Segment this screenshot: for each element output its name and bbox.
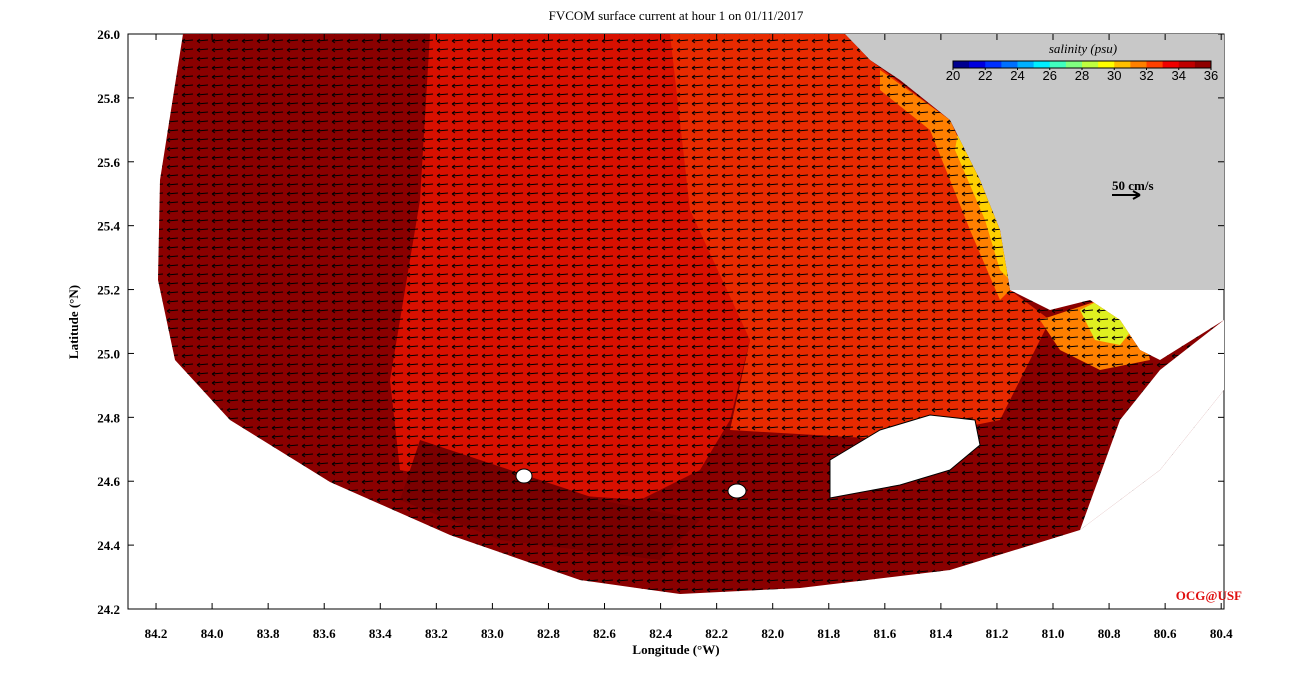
x-axis-label: Longitude (°W) [632,642,719,657]
colorbar-tick-label: 26 [1043,68,1057,83]
x-tick-label: 82.0 [761,626,784,641]
x-tick-label: 81.0 [1042,626,1065,641]
island [515,468,533,484]
colorbar-tick-label: 28 [1075,68,1089,83]
y-tick-label: 25.4 [97,219,120,234]
x-tick-label: 82.2 [705,626,728,641]
colorbar-tick-label: 34 [1172,68,1186,83]
colorbar-swatch [1001,61,1018,68]
colorbar-label: salinity (psu) [1049,41,1117,56]
y-tick-label: 26.0 [97,27,120,42]
colorbar-swatch [1017,61,1035,68]
x-tick-label: 81.4 [930,626,953,641]
colorbar-swatch [969,61,986,68]
x-tick-label: 83.4 [369,626,392,641]
land [1080,320,1224,530]
x-tick-label: 82.8 [537,626,560,641]
x-tick-label: 83.6 [313,626,336,641]
colorbar-tick-label: 30 [1107,68,1121,83]
chart-title: FVCOM surface current at hour 1 on 01/11… [549,8,804,23]
colorbar-tick-label: 24 [1010,68,1024,83]
x-tick-label: 83.0 [481,626,504,641]
x-tick-label: 84.0 [201,626,224,641]
y-axis-label: Latitude (°N) [66,285,81,359]
credit: OCG@USF [1176,588,1242,603]
colorbar-swatch [1162,61,1180,68]
x-tick-label: 80.4 [1210,626,1233,641]
x-tick-label: 82.6 [593,626,616,641]
x-tick-label: 83.8 [257,626,280,641]
x-tick-label: 80.6 [1154,626,1177,641]
colorbar-swatch [1082,61,1099,68]
x-tick-label: 81.2 [986,626,1009,641]
colorbar-swatch [1194,61,1212,68]
y-tick-label: 25.2 [97,283,120,298]
colorbar-tick-label: 20 [946,68,960,83]
colorbar-swatch [1146,61,1164,68]
y-tick-label: 24.6 [97,474,120,489]
y-tick-label: 24.4 [97,538,120,553]
island [829,414,981,499]
colorbar-swatch [1178,61,1196,68]
colorbar-swatch [985,61,1002,68]
y-tick-label: 25.8 [97,91,120,106]
x-tick-label: 81.8 [817,626,840,641]
colorbar-tick-label: 22 [978,68,992,83]
y-tick-label: 24.2 [97,602,120,617]
colorbar-swatch [1130,61,1147,68]
x-tick-label: 84.2 [145,626,168,641]
x-tick-label: 83.2 [425,626,448,641]
y-tick-label: 25.0 [97,346,120,361]
scale-label: 50 cm/s [1112,178,1154,193]
colorbar-swatch [1033,61,1051,68]
colorbar-tick-label: 36 [1204,68,1218,83]
x-tick-label: 82.4 [649,626,672,641]
x-tick-label: 81.6 [873,626,896,641]
island [727,483,747,499]
colorbar-swatch [1065,61,1083,68]
colorbar-swatch [1098,61,1115,68]
colorbar-swatch [1114,61,1131,68]
y-tick-label: 25.6 [97,155,120,170]
colorbar-swatch [953,61,970,68]
x-tick-label: 80.8 [1098,626,1121,641]
colorbar-swatch [1049,61,1067,68]
colorbar-tick-label: 32 [1139,68,1153,83]
scale-arrow [1112,190,1141,200]
y-tick-label: 24.8 [97,410,120,425]
